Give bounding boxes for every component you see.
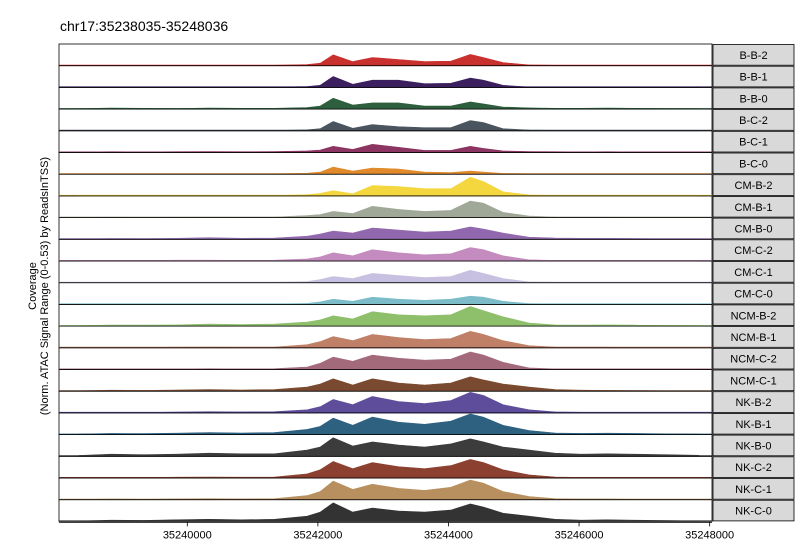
x-tick-label: 35246000	[555, 529, 604, 541]
strip-label: CM-C-0	[734, 289, 773, 301]
track-nk-b-2: NK-B-2	[58, 390, 795, 414]
strip-label: B-B-0	[739, 93, 767, 105]
track-cm-c-2: CM-C-2	[58, 238, 795, 262]
strip-label: NK-B-1	[735, 419, 771, 431]
strip-label: CM-B-2	[735, 180, 773, 192]
strip-box	[712, 239, 795, 261]
chart-title: chr17:35238035-35248036	[60, 18, 229, 34]
y-axis-label-line1: Coverage	[27, 262, 39, 310]
coverage-area	[78, 97, 700, 110]
coverage-area	[78, 54, 700, 66]
coverage-area	[78, 437, 700, 457]
coverage-area	[78, 295, 699, 305]
track-cm-b-1: CM-B-1	[58, 195, 795, 218]
track-cm-c-1: CM-C-1	[58, 260, 795, 284]
track-ncm-b-2: NCM-B-2	[58, 303, 795, 327]
strip-label: B-B-1	[739, 72, 767, 84]
x-tick-label: 35248000	[685, 529, 734, 541]
strip-box	[712, 174, 795, 196]
strip-box	[712, 434, 795, 457]
strip-label: NK-C-0	[735, 506, 772, 518]
track-b-b-2: B-B-2	[58, 43, 795, 67]
coverage-area	[78, 502, 700, 522]
track-b-b-0: B-B-0	[58, 87, 795, 110]
y-axis-label-line2: (Norm. ATAC Signal Range (0-0.53) by Rea…	[39, 157, 51, 415]
x-tick-label: 35240000	[163, 529, 212, 541]
strip-box	[712, 456, 795, 478]
strip-label: NK-B-0	[735, 440, 771, 452]
strip-box	[712, 347, 795, 370]
strip-label: CM-B-1	[735, 202, 773, 214]
strip-box	[712, 87, 795, 110]
coverage-area	[78, 391, 699, 414]
x-axis: 35240000 35242000 35244000 35246000 35248000	[59, 522, 734, 541]
strip-box	[712, 499, 795, 522]
strip-label: B-C-2	[739, 115, 768, 127]
strip-box	[712, 130, 795, 153]
strip-box	[712, 412, 795, 435]
coverage-area	[78, 166, 699, 175]
track-nk-b-1: NK-B-1	[58, 412, 795, 435]
strip-box	[712, 217, 795, 240]
track-b-c-1: B-C-1	[58, 130, 795, 153]
coverage-area	[78, 120, 700, 132]
strip-box	[712, 282, 795, 305]
strip-label: NCM-C-1	[730, 375, 776, 387]
coverage-area	[78, 479, 699, 500]
strip-box	[712, 152, 795, 175]
track-nk-c-2: NK-C-2	[58, 455, 795, 479]
strip-label: CM-C-2	[734, 245, 773, 257]
coverage-area	[78, 459, 699, 479]
strip-box	[712, 195, 795, 218]
strip-box	[712, 261, 795, 283]
strip-label: B-C-1	[739, 137, 768, 149]
strip-label: NK-C-1	[735, 484, 772, 496]
strip-label: NK-B-2	[735, 397, 771, 409]
strip-box	[712, 478, 795, 500]
coverage-area	[78, 200, 699, 218]
track-b-b-1: B-B-1	[58, 65, 795, 88]
coverage-area	[78, 413, 700, 435]
coverage-area	[78, 176, 699, 197]
x-tick-label: 35242000	[293, 529, 342, 541]
coverage-area	[78, 143, 700, 153]
track-nk-c-0: NK-C-0	[58, 499, 795, 522]
track-cm-c-0: CM-C-0	[58, 282, 795, 305]
strip-label: NCM-C-2	[730, 354, 776, 366]
track-ncm-c-2: NCM-C-2	[58, 347, 795, 370]
coverage-area	[78, 226, 700, 240]
strip-box	[712, 391, 795, 413]
coverage-area	[78, 351, 699, 370]
track-nk-b-0: NK-B-0	[58, 434, 795, 457]
strip-label: B-B-2	[739, 50, 767, 62]
x-tick-label: 35244000	[424, 529, 473, 541]
track-cm-b-0: CM-B-0	[58, 217, 795, 240]
tracks-layer: B-B-2 B-B-1 B-B-0 B-C-2 B-C-1 B-C-0 CM-B-2 CM-B…	[58, 43, 795, 522]
strip-box	[712, 109, 795, 131]
strip-box	[712, 304, 795, 326]
strip-label: CM-B-0	[735, 223, 773, 235]
coverage-area	[78, 269, 699, 283]
strip-box	[712, 65, 795, 88]
strip-label: NK-C-2	[735, 462, 772, 474]
track-b-c-2: B-C-2	[58, 108, 795, 132]
strip-box	[712, 44, 795, 66]
strip-label: B-C-0	[739, 158, 768, 170]
strip-label: NCM-B-2	[731, 310, 777, 322]
coverage-area	[78, 376, 700, 392]
coverage-area	[78, 76, 699, 88]
track-nk-c-1: NK-C-1	[58, 477, 795, 501]
coverage-area	[78, 247, 699, 262]
coverage-area	[78, 306, 700, 327]
track-ncm-c-1: NCM-C-1	[58, 369, 795, 392]
track-ncm-b-1: NCM-B-1	[58, 325, 795, 349]
strip-box	[712, 369, 795, 392]
track-cm-b-2: CM-B-2	[58, 173, 795, 197]
track-b-c-0: B-C-0	[58, 152, 795, 175]
coverage-area	[78, 330, 699, 349]
strip-label: CM-C-1	[734, 267, 773, 279]
strip-box	[712, 326, 795, 348]
strip-label: NCM-B-1	[731, 332, 777, 344]
